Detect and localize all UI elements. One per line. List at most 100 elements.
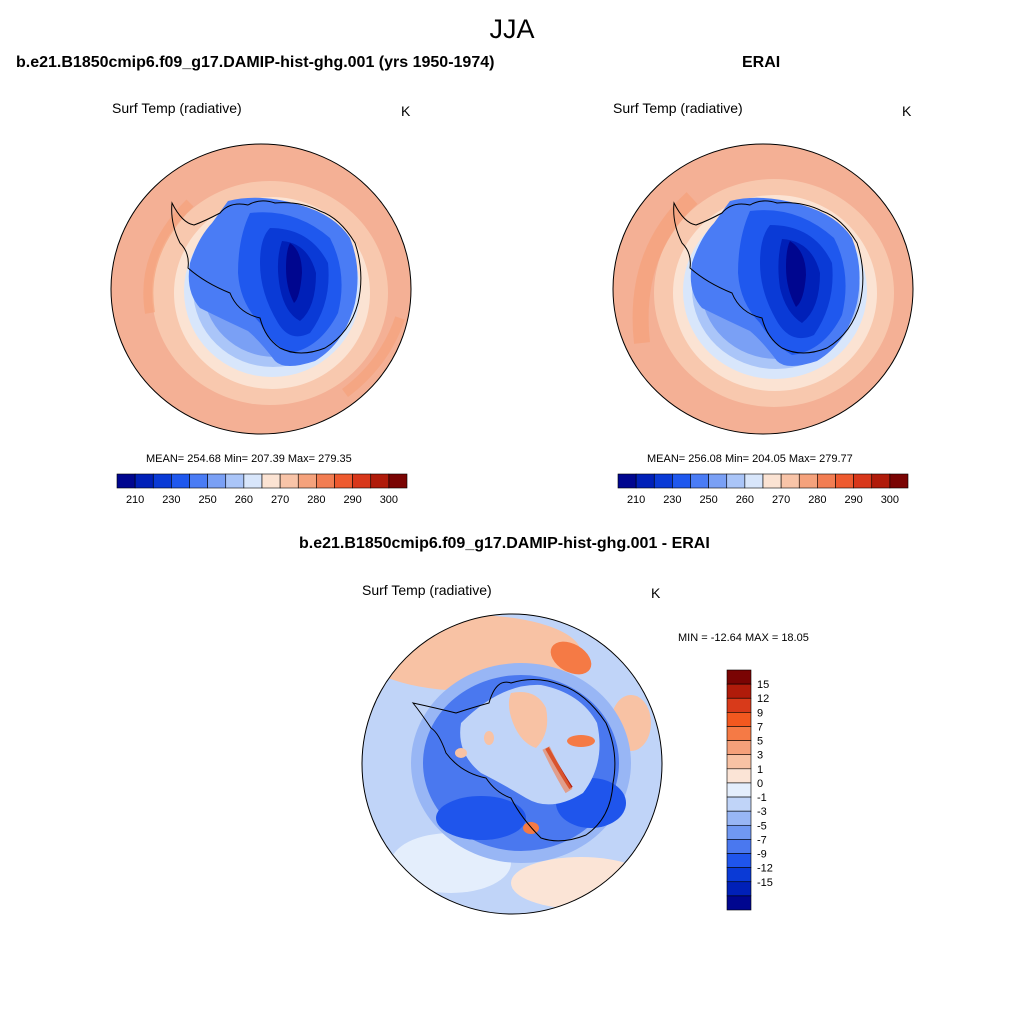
panel-1-stats: MEAN= 254.68 Min= 207.39 Max= 279.35 [146, 453, 352, 465]
panel-2-polar-map [612, 143, 914, 435]
coastline [171, 200, 362, 354]
colorbar-swatch [116, 473, 136, 489]
coastline [673, 200, 864, 354]
colorbar-swatch [798, 473, 818, 489]
panel-3-polar-map [361, 613, 663, 915]
colorbar-tick-label: 270 [772, 494, 790, 506]
colorbar-swatch [726, 810, 752, 826]
colorbar-swatch [617, 473, 637, 489]
colorbar-tick-label: 0 [757, 778, 763, 790]
colorbar-swatch [726, 697, 752, 713]
colorbar-swatch [726, 796, 752, 812]
colorbar-tick-label: 270 [271, 494, 289, 506]
figure-title: JJA [489, 14, 535, 44]
colorbar-swatch [726, 726, 752, 741]
colorbar-swatch [726, 740, 752, 756]
colorbar-swatch [817, 473, 836, 489]
colorbar-tick-label: -7 [757, 834, 767, 846]
colorbar-tick-label: -1 [757, 792, 767, 804]
panel-2-title: ERAI [742, 54, 781, 71]
panel-1-colorbar: 210 230 250 260 270 280 290 300 [116, 473, 408, 506]
colorbar-swatch [297, 473, 317, 489]
colorbar-swatch [708, 473, 728, 489]
colorbar-tick-label: 12 [757, 693, 769, 705]
colorbar-swatch [726, 895, 752, 911]
panel-1-variable: Surf Temp (radiative) [112, 100, 242, 116]
colorbar-tick-label: 7 [757, 721, 763, 733]
colorbar-swatch [189, 473, 208, 489]
map-border [612, 143, 914, 435]
colorbar-tick-label: 280 [307, 494, 325, 506]
colorbar-swatch [762, 473, 782, 489]
colorbar-tick-label: 15 [757, 679, 769, 691]
colorbar-swatch [243, 473, 263, 489]
colorbar-swatch [726, 768, 752, 784]
panel-2-colorbar: 210 230 250 260 270 280 290 300 [617, 473, 909, 506]
colorbar-swatch [726, 824, 752, 840]
colorbar-swatch [388, 473, 408, 489]
map-border [110, 143, 412, 435]
colorbar-swatch [653, 473, 673, 489]
panel-1-title: b.e21.B1850cmip6.f09_g17.DAMIP-hist-ghg.… [16, 54, 495, 71]
colorbar-swatch [352, 473, 372, 489]
colorbar-tick-label: -9 [757, 849, 767, 861]
colorbar-swatch [871, 473, 891, 489]
colorbar-tick-label: 290 [844, 494, 862, 506]
colorbar-tick-label: 260 [736, 494, 754, 506]
panel-3-variable: Surf Temp (radiative) [362, 582, 492, 598]
colorbar-tick-label: -12 [757, 863, 773, 875]
colorbar-tick-label: 210 [627, 494, 645, 506]
colorbar-tick-label: -15 [757, 877, 773, 889]
colorbar-tick-label: 260 [235, 494, 253, 506]
colorbar-swatch [889, 473, 909, 489]
panel-2-stats: MEAN= 256.08 Min= 204.05 Max= 279.77 [647, 453, 853, 465]
colorbar-swatch [207, 473, 227, 489]
colorbar-swatch [134, 473, 154, 489]
colorbar-tick-label: 280 [808, 494, 826, 506]
colorbar-tick-label: 210 [126, 494, 144, 506]
panel-1-polar-map [110, 143, 412, 435]
colorbar-tick-label: 250 [198, 494, 216, 506]
colorbar-swatch [690, 473, 709, 489]
colorbar-swatch [672, 473, 691, 489]
coastline [411, 679, 616, 842]
colorbar-swatch [726, 669, 752, 685]
panel-2-units: K [902, 103, 912, 119]
colorbar-tick-label: 3 [757, 750, 763, 762]
colorbar-swatch [744, 473, 764, 489]
colorbar-swatch [635, 473, 655, 489]
colorbar-swatch [780, 473, 800, 489]
colorbar-swatch [726, 782, 752, 798]
colorbar-swatch [726, 853, 752, 868]
colorbar-swatch [370, 473, 390, 489]
colorbar-tick-label: 230 [663, 494, 681, 506]
colorbar-swatch [726, 881, 752, 897]
colorbar-tick-label: -3 [757, 806, 767, 818]
colorbar-tick-label: 9 [757, 707, 763, 719]
colorbar-tick-label: 5 [757, 736, 763, 748]
colorbar-swatch [726, 839, 752, 854]
colorbar-swatch [726, 867, 752, 883]
map-border [361, 613, 663, 915]
colorbar-swatch [334, 473, 353, 489]
colorbar-tick-label: 300 [881, 494, 899, 506]
colorbar-swatch [835, 473, 854, 489]
colorbar-tick-label: 300 [380, 494, 398, 506]
colorbar-tick-label: -5 [757, 820, 767, 832]
panel-3-colorbar: 15 12 9 7 5 3 1 0 -1 -3 -5 -7 -9 -12 -15 [726, 669, 773, 911]
panel-3-title: b.e21.B1850cmip6.f09_g17.DAMIP-hist-ghg.… [299, 535, 710, 552]
colorbar-swatch [726, 712, 752, 727]
colorbar-tick-label: 1 [757, 764, 763, 776]
colorbar-swatch [279, 473, 299, 489]
panel-3-stats: MIN = -12.64 MAX = 18.05 [678, 632, 809, 644]
panel-2-variable: Surf Temp (radiative) [613, 100, 743, 116]
colorbar-swatch [152, 473, 172, 489]
colorbar-tick-label: 290 [343, 494, 361, 506]
colorbar-tick-label: 250 [699, 494, 717, 506]
colorbar-swatch [171, 473, 190, 489]
colorbar-swatch [726, 473, 746, 489]
colorbar-swatch [316, 473, 335, 489]
panel-3-units: K [651, 585, 661, 601]
colorbar-swatch [853, 473, 873, 489]
colorbar-tick-label: 230 [162, 494, 180, 506]
